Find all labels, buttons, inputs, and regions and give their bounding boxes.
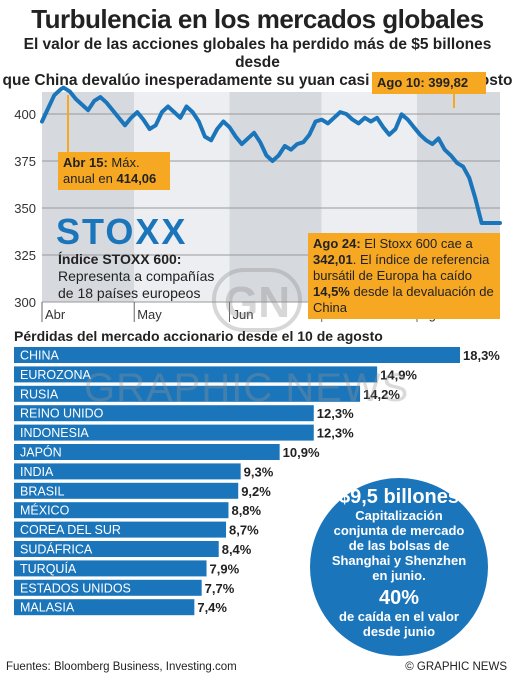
subtitle-line-1: El valor de las acciones globales ha per… <box>23 36 492 71</box>
bar-category-label: CHINA <box>20 349 60 363</box>
sources-footer: Fuentes: Bloomberg Business, Investing.c… <box>6 661 237 673</box>
stoxx-series-line <box>40 85 502 225</box>
bar <box>14 599 195 616</box>
y-tick-label: 325 <box>14 248 36 263</box>
bar-category-label: BRASIL <box>20 484 65 498</box>
x-tick-label: May <box>137 307 162 322</box>
bar-category-label: MÉXICO <box>20 503 70 518</box>
bar-value-label: 12,3% <box>317 426 354 441</box>
bar <box>14 347 460 363</box>
bar-value-label: 9,2% <box>241 484 271 499</box>
bar-category-label: MALASIA <box>20 601 75 615</box>
bar-category-label: INDONESIA <box>20 426 89 440</box>
bar <box>14 521 227 538</box>
callout-aug10-leader <box>453 88 455 108</box>
stoxx-desc-title: Índice STOXX 600: <box>58 251 182 267</box>
page-title: Turbulencia en los mercados globales <box>31 4 484 34</box>
bar <box>14 541 219 557</box>
stoxx-description: Índice STOXX 600: Representa a compañías… <box>58 251 218 302</box>
bar <box>14 366 378 383</box>
callout-aug24: Ago 24: El Stoxx 600 cae a 342,01. El ín… <box>308 233 500 319</box>
callout-aug10: Ago 10: 399,82 <box>372 72 486 94</box>
y-tick-label: 400 <box>14 107 36 122</box>
bar <box>14 579 202 596</box>
y-tick-label: 350 <box>14 201 36 216</box>
watermark-text: GRAPHIC NEWS <box>84 366 410 410</box>
bar-value-label: 9,3% <box>244 464 274 479</box>
bar-value-label: 18,3% <box>463 348 500 363</box>
x-tick-label: Abr <box>45 307 66 322</box>
y-tick-label: 375 <box>14 154 36 169</box>
credit-footer: © GRAPHIC NEWS <box>405 661 507 673</box>
bar-chart-title: Pérdidas del mercado accionario desde el… <box>14 328 383 344</box>
bar-value-label: 7,4% <box>197 600 227 615</box>
y-tick-labels: 400 375 350 325 300 <box>14 107 36 310</box>
bar <box>14 463 241 480</box>
bar-category-label: REINO UNIDO <box>20 407 104 421</box>
bar-category-label: RUSIA <box>20 387 59 401</box>
stoxx-desc-text: Representa a compañías de 18 países euro… <box>58 268 215 301</box>
bar <box>14 424 314 441</box>
bar-value-label: 8,7% <box>229 523 259 538</box>
bar-value-label: 7,9% <box>210 561 240 576</box>
bar <box>14 482 239 499</box>
y-tick-label: 300 <box>14 295 36 310</box>
bar <box>14 444 280 460</box>
callout-apr15: Abr 15: Máx. anual en 414,06 <box>58 152 170 190</box>
bar-value-label: 14,2% <box>363 387 400 402</box>
losses-bar-chart: CHINA 18,3% EUROZONA 14,9% RUSIA 14,2% REINO U… <box>14 347 500 616</box>
bar-value-label: 10,9% <box>283 445 320 460</box>
bar-category-label: ESTADOS UNIDOS <box>20 581 131 595</box>
bar-value-label: 8,8% <box>231 503 261 518</box>
bar <box>14 385 361 402</box>
bar-category-label: JAPÓN <box>20 445 62 460</box>
info-text-1: Capitalización conjunta de mercado de la… <box>331 508 467 583</box>
bar-category-label: COREA DEL SUR <box>20 523 121 537</box>
stoxx-logo: STOXX <box>56 214 187 250</box>
info-big-1: $9,5 billones <box>338 486 460 508</box>
bar <box>14 560 207 577</box>
bar <box>14 405 314 422</box>
bar-category-label: INDIA <box>20 465 54 479</box>
bar-category-label: EUROZONA <box>20 368 92 382</box>
bar-value-label: 8,4% <box>222 542 252 557</box>
callout-apr15-leader <box>67 95 69 153</box>
info-circle: $9,5 billones Capitalización conjunta de… <box>310 478 488 656</box>
watermark-logo: GN <box>212 268 302 332</box>
bar-value-label: 14,9% <box>380 367 417 382</box>
stoxx-logo-text: STOXX <box>56 214 187 250</box>
info-big-2: 40% <box>378 587 420 609</box>
bar-category-label: TURQUÍA <box>20 561 77 576</box>
bar-value-label: 12,3% <box>317 406 354 421</box>
bar-category-label: SUDÁFRICA <box>20 542 93 557</box>
bar <box>14 502 229 519</box>
info-text-2: de caída en el valor desde junio <box>339 609 459 639</box>
month-band <box>42 92 135 302</box>
month-band <box>229 92 322 302</box>
bar-value-label: 7,7% <box>205 581 235 596</box>
